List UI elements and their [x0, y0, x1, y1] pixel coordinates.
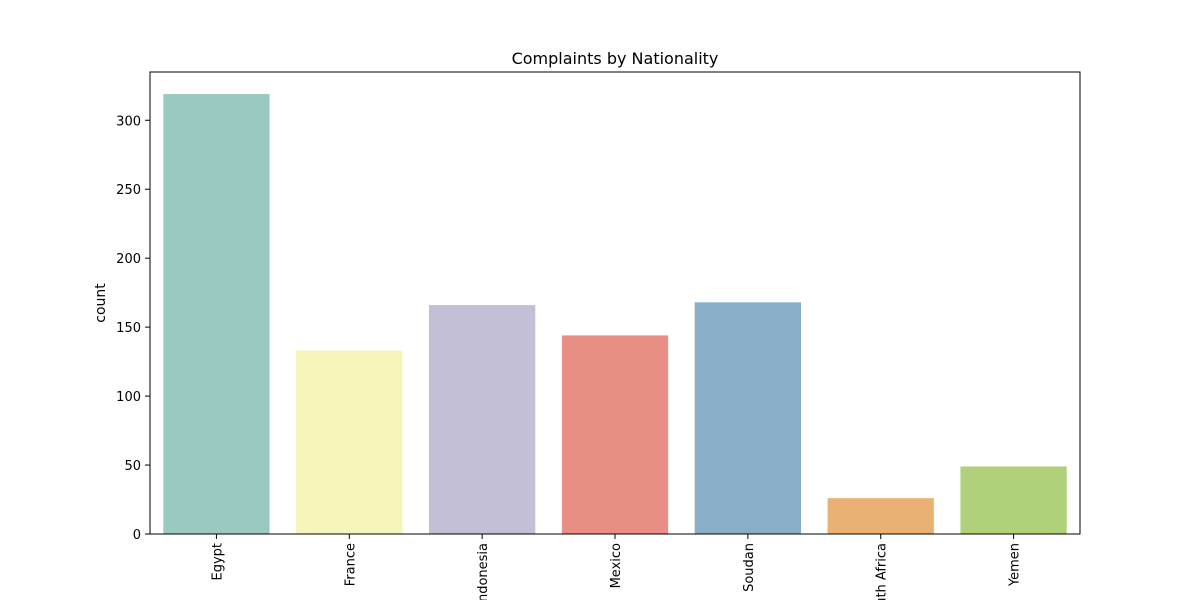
- y-tick-label: 50: [124, 459, 141, 474]
- y-tick-label: 0: [133, 528, 141, 543]
- y-tick-label: 300: [116, 114, 141, 129]
- bar-indonesia: [429, 305, 536, 534]
- bar-egypt: [163, 94, 270, 534]
- chart-title: Complaints by Nationality: [512, 49, 719, 68]
- bar-france: [296, 350, 403, 534]
- bar-yemen: [960, 466, 1067, 534]
- y-tick-label: 200: [116, 252, 141, 267]
- y-axis-label: count: [93, 283, 109, 323]
- x-tick-label: Mexico: [609, 543, 624, 588]
- bar-soudan: [694, 302, 801, 534]
- x-tick-label: South Africa: [875, 543, 890, 600]
- x-tick-label: Egypt: [210, 543, 225, 581]
- x-tick-label: Indonesia: [476, 543, 491, 600]
- x-tick-label: France: [343, 543, 358, 586]
- x-tick-label: Soudan: [742, 543, 757, 592]
- y-tick-label: 150: [116, 321, 141, 336]
- bar-mexico: [561, 335, 669, 534]
- x-tick-label: Yemen: [1008, 543, 1023, 587]
- plot-area: 0 50 100 150 200 250 300 Egypt France Indonesia Me…: [116, 71, 1081, 600]
- y-tick-label: 100: [116, 390, 141, 405]
- y-tick-label: 250: [116, 183, 141, 198]
- bar-south-africa: [827, 498, 934, 534]
